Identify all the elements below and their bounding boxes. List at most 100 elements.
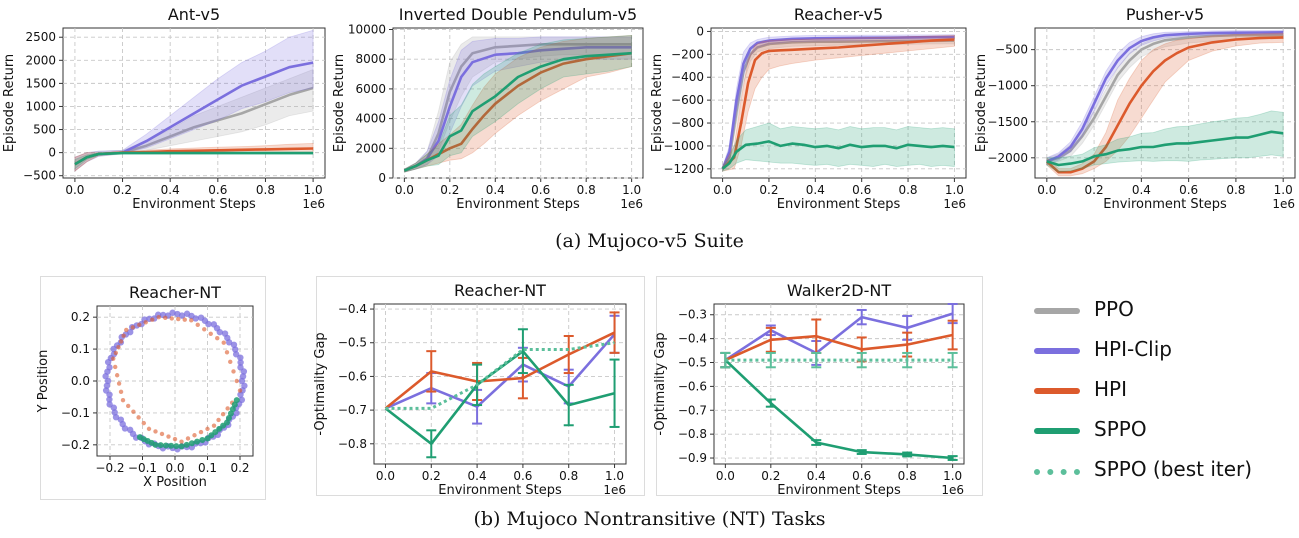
trajectory-point-sppo xyxy=(178,443,185,450)
x-tick-label: 0.6 xyxy=(852,469,871,483)
trajectory-point-sppo xyxy=(229,406,236,413)
trajectory-point-hpi-clip xyxy=(221,330,229,337)
y-axis-label: Episode Return xyxy=(650,54,665,152)
x-tick-label: 0.8 xyxy=(898,469,917,483)
legend-label-hpi-clip: HPI-Clip xyxy=(1094,337,1172,361)
trajectory-point-hpi xyxy=(176,316,181,322)
trajectory-point-hpi-clip xyxy=(237,359,244,366)
y-tick-label: −500 xyxy=(995,43,1028,57)
trajectory-point-hpi xyxy=(172,436,178,442)
x-tick-label: 0.1 xyxy=(198,461,217,475)
caption-a: (a) Mujoco-v5 Suite xyxy=(555,230,744,252)
x-tick-label: 0.8 xyxy=(256,183,275,197)
series-line-hpiclip xyxy=(721,35,955,170)
x-tick-label: 1.0 xyxy=(945,183,964,197)
trajectory-point-hpi xyxy=(124,327,129,333)
y-tick-label: 2000 xyxy=(355,141,386,155)
trajectory-point-hpi xyxy=(114,373,120,378)
series-line-hpiclip xyxy=(403,45,632,172)
x-tick-label: 0.2 xyxy=(113,183,132,197)
x-tick-label: 0.6 xyxy=(1179,183,1198,197)
x-tick-label: 0.8 xyxy=(577,183,596,197)
series-line-sppo xyxy=(724,359,953,460)
trajectory-point-hpi xyxy=(166,434,171,439)
trajectory-point-hpi xyxy=(231,369,236,374)
trajectory-point-hpi xyxy=(225,406,230,411)
trajectory-point-hpi-clip xyxy=(106,396,113,403)
trajectory-point-hpi-clip xyxy=(241,382,248,389)
trajectory-point-hpi-clip xyxy=(197,314,205,321)
y-tick-label: −0.4 xyxy=(338,302,367,316)
y-tick-label: 500 xyxy=(33,123,56,137)
y-tick-label: 0.0 xyxy=(71,374,90,388)
trajectory-point-sppo xyxy=(199,437,206,444)
trajectory-point-hpi xyxy=(234,378,239,384)
x-tick-label: 0.0 xyxy=(165,461,184,475)
trajectory-point-hpi xyxy=(137,322,142,328)
x-axis-label: X Position xyxy=(143,475,207,490)
x-axis-label: Environment Steps xyxy=(1103,197,1227,212)
trajectory-point-hpi xyxy=(118,339,124,344)
y-tick-label: −0.7 xyxy=(678,403,707,417)
series-line-ppo xyxy=(1046,33,1284,163)
x-tick-label: −0.2 xyxy=(95,461,124,475)
plot-area xyxy=(713,303,965,465)
series-line-hpi xyxy=(724,333,953,362)
trajectory-point-hpi-clip xyxy=(183,310,191,317)
chart-reacher-nt: 0.0 0.2 0.4 0.6 0.8 1.0 −0.8 −0.7 −0.6 −0.5 −0.4 Re… xyxy=(313,281,627,498)
y-tick-label: −1500 xyxy=(987,115,1028,129)
band-hpiclip xyxy=(1046,29,1284,166)
series-line-sppo xyxy=(403,51,632,172)
chart-reacher: 0.0 0.2 0.4 0.6 0.8 1.0 −1200 −1000 −800 −600 −400… xyxy=(650,5,967,212)
trajectory-point-hpi xyxy=(189,318,194,323)
y-tick-label: −0.6 xyxy=(338,369,367,383)
y-tick-label: −0.5 xyxy=(678,356,707,370)
legend-label-sppo-best: SPPO (best iter) xyxy=(1094,457,1253,481)
legend-label-hpi: HPI xyxy=(1094,377,1127,401)
trajectory-point-hpi xyxy=(143,320,148,325)
x-tick-label: 0.0 xyxy=(376,469,395,483)
trajectory-point-hpi xyxy=(146,426,152,432)
trajectory-point-hpi-clip xyxy=(106,391,113,398)
trajectory-point-sppo xyxy=(204,435,211,442)
x-tick-label: 0.0 xyxy=(395,183,414,197)
x-tick-label: 0.6 xyxy=(513,469,532,483)
trajectory-point-hpi-clip xyxy=(110,404,118,411)
x-axis-label: Environment Steps xyxy=(132,197,256,212)
x-tick-label: 0.0 xyxy=(1037,183,1056,197)
y-tick-label: −600 xyxy=(671,93,704,107)
x-tick-label: −0.1 xyxy=(128,461,157,475)
trajectory-point-hpi xyxy=(205,426,210,432)
y-tick-label: 6000 xyxy=(355,82,386,96)
y-tick-label: −1200 xyxy=(663,162,704,176)
series-line-hpiclip xyxy=(724,312,953,362)
legend-swatch-hpi xyxy=(1034,388,1080,394)
y-tick-label: 2000 xyxy=(25,53,56,67)
trajectory-point-hpi xyxy=(121,333,126,338)
y-tick-label: −0.1 xyxy=(61,406,90,420)
legend-swatch-hpi-clip xyxy=(1034,348,1080,354)
trajectory-point-hpi xyxy=(208,331,213,336)
trajectory-point-hpi xyxy=(120,397,126,403)
band-sppo xyxy=(404,34,632,173)
x-axis-label: Environment Steps xyxy=(456,197,580,212)
trajectory-point-hpi xyxy=(215,336,220,341)
trajectory-point-hpi xyxy=(211,423,217,428)
trajectory-point-hpi-clip xyxy=(174,310,181,318)
y-tick-label: −800 xyxy=(671,116,704,130)
series-line-hpi xyxy=(1045,36,1284,174)
y-tick-label: 1500 xyxy=(25,76,56,90)
trajectory-point-hpi xyxy=(224,350,230,355)
y-tick-label: −0.4 xyxy=(678,332,707,346)
y-axis-label: Episode Return xyxy=(974,54,989,152)
trajectory-point-sppo xyxy=(136,434,143,441)
x-tick-label: 0.8 xyxy=(1226,183,1245,197)
chart-title: Pusher-v5 xyxy=(1126,5,1204,24)
trajectory-point-sppo xyxy=(194,438,201,445)
trajectory-point-hpi-clip xyxy=(230,341,238,349)
y-axis-label: Episode Return xyxy=(332,54,347,152)
series-line-sppo xyxy=(384,349,615,446)
y-tick-label: −2000 xyxy=(987,151,1028,165)
x-tick-label: 1.0 xyxy=(605,469,624,483)
y-tick-label: −1000 xyxy=(663,139,704,153)
